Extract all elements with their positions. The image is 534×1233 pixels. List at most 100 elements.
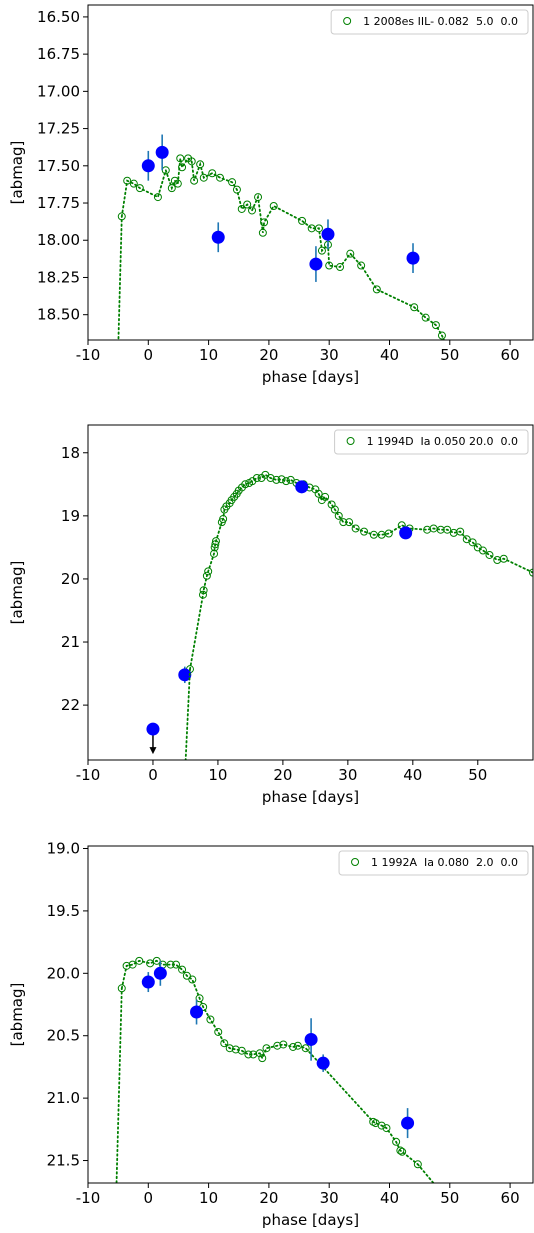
template-point bbox=[211, 537, 220, 546]
template-point bbox=[360, 527, 369, 536]
observed-point bbox=[153, 966, 167, 980]
model-line bbox=[120, 959, 419, 1166]
template-point bbox=[237, 1046, 246, 1055]
template-point bbox=[254, 193, 263, 202]
template-point bbox=[206, 1015, 215, 1024]
template-point bbox=[443, 525, 452, 534]
x-tick-label: 40 bbox=[380, 1189, 399, 1207]
plot-area bbox=[146, 470, 533, 760]
template-point bbox=[345, 518, 354, 527]
axes-frame bbox=[87, 845, 534, 1184]
y-tick-label: 17.50 bbox=[37, 157, 80, 175]
y-tick-label: 21 bbox=[61, 633, 80, 651]
legend-marker bbox=[343, 17, 352, 25]
x-axis-label: phase [days] bbox=[262, 788, 359, 806]
template-point bbox=[208, 169, 217, 178]
template-point bbox=[172, 960, 181, 969]
template-point bbox=[334, 511, 343, 520]
template-point bbox=[372, 285, 381, 294]
x-tick-label: 20 bbox=[259, 1189, 278, 1207]
template-point bbox=[314, 224, 323, 233]
model-line bbox=[184, 668, 191, 760]
template-point bbox=[231, 1045, 240, 1054]
observed-point bbox=[178, 668, 192, 682]
legend-marker bbox=[351, 858, 360, 866]
template-point bbox=[146, 959, 155, 968]
x-tick-label: 10 bbox=[199, 346, 218, 364]
y-tick-label: 19.0 bbox=[47, 839, 80, 857]
y-tick-label: 18.00 bbox=[37, 231, 80, 249]
legend-label: 1 2008es IIL- 0.082 5.0 0.0 bbox=[363, 15, 518, 28]
template-point bbox=[196, 160, 205, 169]
observed-point bbox=[211, 230, 225, 244]
template-point bbox=[436, 525, 445, 534]
x-tick-label: 0 bbox=[144, 1189, 154, 1207]
template-point bbox=[456, 527, 465, 536]
template-point bbox=[258, 228, 267, 237]
x-tick-label: 30 bbox=[320, 346, 339, 364]
plot-area bbox=[115, 956, 435, 1183]
template-point bbox=[182, 971, 191, 980]
model-line bbox=[416, 1163, 435, 1183]
template-point bbox=[529, 568, 533, 577]
x-tick-label: 40 bbox=[403, 766, 422, 784]
template-point bbox=[262, 1044, 271, 1053]
observed-point bbox=[190, 1005, 204, 1019]
legend: 1 1992A Ia 0.080 2.0 0.0 bbox=[338, 850, 529, 876]
template-point bbox=[167, 184, 176, 193]
template-point bbox=[336, 263, 345, 272]
y-tick-label: 18 bbox=[61, 444, 80, 462]
template-point bbox=[135, 184, 144, 193]
y-tick-label: 18.25 bbox=[37, 268, 80, 286]
observed-point bbox=[141, 975, 155, 989]
axes-frame bbox=[87, 424, 534, 761]
observed-point bbox=[146, 722, 160, 736]
template-point bbox=[248, 206, 257, 215]
template-point bbox=[382, 1124, 391, 1133]
x-axis-label: phase [days] bbox=[262, 368, 359, 386]
template-point bbox=[273, 1041, 282, 1050]
observed-point bbox=[309, 257, 323, 271]
template-point bbox=[396, 1146, 405, 1155]
chart: -10 0 10 20 30 40 50 18 19 20 21 22 phase [days] [abm… bbox=[8, 424, 534, 806]
x-tick-label: 60 bbox=[501, 346, 520, 364]
plot-area bbox=[117, 134, 446, 340]
template-point bbox=[321, 492, 330, 501]
x-tick-label: 10 bbox=[208, 766, 227, 784]
template-point bbox=[298, 216, 307, 225]
template-point bbox=[272, 475, 281, 484]
y-tick-label: 20.5 bbox=[47, 1027, 80, 1045]
template-point bbox=[346, 249, 355, 258]
x-tick-label: 50 bbox=[440, 346, 459, 364]
template-point bbox=[188, 975, 197, 984]
y-axis-label: [abmag] bbox=[8, 983, 26, 1047]
template-point bbox=[252, 473, 261, 482]
template-point bbox=[135, 956, 144, 965]
observed-point bbox=[406, 251, 420, 265]
template-point bbox=[269, 202, 278, 210]
template-point bbox=[173, 179, 182, 188]
template-point bbox=[398, 1147, 407, 1156]
template-point bbox=[243, 200, 252, 209]
template-point bbox=[317, 246, 326, 255]
observed-point bbox=[155, 145, 169, 159]
template-point bbox=[178, 163, 187, 172]
x-tick-label: -10 bbox=[76, 1189, 101, 1207]
x-tick-label: 30 bbox=[320, 1189, 339, 1207]
template-point bbox=[216, 173, 225, 182]
template-point bbox=[421, 313, 430, 322]
template-point bbox=[325, 261, 334, 270]
template-point bbox=[260, 218, 269, 227]
legend-box bbox=[330, 9, 529, 35]
template-point bbox=[293, 1041, 302, 1050]
template-point bbox=[210, 549, 219, 558]
x-tick-label: 20 bbox=[273, 766, 292, 784]
model-line bbox=[120, 157, 443, 337]
x-tick-label: 50 bbox=[440, 1189, 459, 1207]
template-point bbox=[190, 176, 199, 185]
template-point bbox=[330, 505, 339, 514]
y-tick-label: 18.50 bbox=[37, 306, 80, 324]
template-point bbox=[214, 1027, 223, 1036]
chart: -10 0 10 20 30 40 50 60 16.50 16.75 17.00 17.25 17.5… bbox=[8, 4, 534, 386]
